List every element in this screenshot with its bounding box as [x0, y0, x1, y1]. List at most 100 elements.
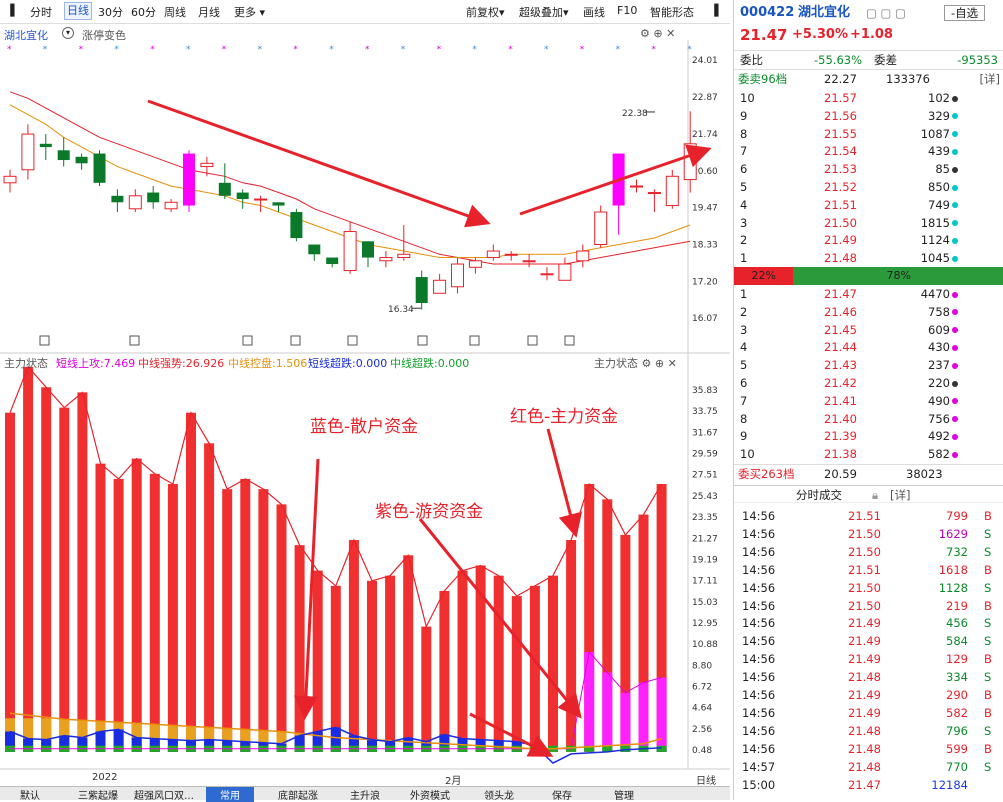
candle-body-22 — [397, 253, 411, 259]
bid-volume: 758 — [928, 304, 950, 319]
bid-level: 7 — [740, 393, 748, 408]
ask-row[interactable]: 6 21.53 85 — [734, 160, 1003, 178]
bid-price: 21.44 — [824, 340, 857, 355]
formula-tab-1[interactable]: 三紫起爆 — [78, 791, 118, 802]
period-tab-4[interactable]: 周线 — [164, 6, 186, 19]
ticks-detail-button[interactable]: [详] — [890, 488, 911, 502]
formula-tab-3[interactable]: 常用 — [206, 787, 254, 802]
bid-row[interactable]: 5 21.43 237 — [734, 356, 1003, 374]
ind-tick-4: 27.51 — [692, 471, 718, 481]
period-tab-3[interactable]: 60分 — [131, 6, 156, 19]
bid-row[interactable]: 8 21.40 756 — [734, 410, 1003, 428]
main-fund-bar-5 — [95, 463, 106, 752]
panel-toggle-icon[interactable]: ▐ — [710, 4, 719, 17]
formula-tab-2[interactable]: 超强风口双… — [134, 791, 194, 802]
signal-star-8: * — [150, 45, 155, 55]
tick-price: 21.51 — [848, 562, 881, 577]
period-tab-1[interactable]: 日线 — [64, 2, 92, 20]
formula-tab-4[interactable]: 底部起涨 — [278, 791, 318, 802]
ask-level: 3 — [740, 215, 748, 230]
ticks-list[interactable]: 14:56 21.51 799 B 14:56 21.50 1629 S 14:56 21.50 7… — [734, 507, 1003, 797]
bid-price: 21.47 — [824, 287, 857, 301]
toolbar-right-1[interactable]: 超级叠加▾ — [519, 6, 569, 19]
lock-icon[interactable]: 🔒︎ — [872, 488, 879, 502]
bid-dot-icon — [952, 416, 958, 423]
ask-price: 21.56 — [824, 108, 857, 123]
candle-body-13 — [236, 192, 249, 200]
formula-tab-0[interactable]: 默认 — [20, 791, 40, 802]
bid-price: 21.45 — [824, 322, 857, 337]
tick-time: 14:56 — [742, 526, 776, 541]
period-tab-0[interactable]: 分时 — [30, 6, 52, 19]
toolbar-right-4[interactable]: 智能形态 — [650, 6, 694, 19]
formula-tab-8[interactable]: 保存 — [552, 791, 572, 802]
formula-tab-9[interactable]: 管理 — [614, 791, 634, 802]
period-tab-6[interactable]: 更多 ▾ — [234, 6, 266, 19]
ask-row[interactable]: 10 21.57 102 — [734, 89, 1003, 107]
period-tab-5[interactable]: 月线 — [198, 6, 220, 19]
ask-dot-icon — [952, 148, 958, 155]
main-fund-bar-3 — [59, 407, 70, 752]
formula-tab-7[interactable]: 领头龙 — [484, 791, 514, 802]
bid-row[interactable]: 7 21.41 490 — [734, 392, 1003, 410]
main-fund-bar-19 — [348, 540, 359, 752]
bid-price: 21.43 — [824, 358, 857, 373]
bid-row[interactable]: 3 21.45 609 — [734, 321, 1003, 339]
ask-row[interactable]: 1 21.48 1045 — [734, 249, 1003, 267]
formula-tab-6[interactable]: 外资模式 — [410, 791, 450, 802]
signal-star-0: * — [7, 45, 12, 55]
ask-row[interactable]: 4 21.51 749 — [734, 196, 1003, 214]
ticks-title: 分时成交 — [796, 488, 842, 502]
ask-row[interactable]: 8 21.55 1087 — [734, 125, 1003, 143]
ask-row[interactable]: 7 21.54 439 — [734, 142, 1003, 160]
bid-row[interactable]: 2 21.46 758 — [734, 303, 1003, 321]
main-fund-bar-36 — [656, 484, 667, 752]
bid-row[interactable]: 9 21.39 492 — [734, 427, 1003, 445]
ask-row[interactable]: 9 21.56 329 — [734, 107, 1003, 125]
info-icon-3 — [290, 335, 301, 346]
ind-tick-9: 17.11 — [692, 577, 718, 587]
quote-icons[interactable]: ▢ ▢ ▢ — [866, 6, 906, 20]
ask-row[interactable]: 2 21.49 1124 — [734, 231, 1003, 249]
arrow-main — [546, 428, 583, 538]
candle-body-6 — [111, 195, 124, 203]
candle-body-19 — [343, 231, 357, 272]
formula-tab-5[interactable]: 主升浪 — [350, 791, 380, 802]
signal-star-32: * — [580, 45, 585, 55]
period-tab-2[interactable]: 30分 — [98, 6, 123, 19]
ask-price: 21.52 — [824, 180, 857, 194]
bid-price: 21.42 — [824, 376, 857, 390]
bid-row[interactable]: 6 21.42 220 — [734, 374, 1003, 392]
tick-side: B — [984, 741, 992, 756]
kline-chart[interactable]: 24.01 22.87 21.74 20.60 19.47 18.33 17.20 16.07… — [0, 24, 730, 786]
ask-row[interactable]: 3 21.50 1815 — [734, 214, 1003, 232]
bid-volume: 430 — [928, 340, 950, 355]
bid-row[interactable]: 4 21.44 430 — [734, 338, 1003, 356]
tick-row: 14:57 21.48 770 S — [734, 758, 1003, 776]
tick-row: 14:56 21.51 799 B — [734, 507, 1003, 525]
tick-time: 14:56 — [742, 634, 776, 649]
toolbar-right-0[interactable]: 前复权▾ — [466, 6, 505, 19]
toolbar-right-3[interactable]: F10 — [617, 4, 638, 17]
candle-body-0 — [3, 175, 17, 184]
tick-row: 14:56 21.49 456 S — [734, 614, 1003, 632]
bid-level: 8 — [740, 411, 748, 426]
ask-level: 7 — [740, 144, 748, 159]
info-icon-8 — [564, 335, 575, 346]
toolbar-right-2[interactable]: 画线 — [583, 6, 605, 19]
add-favorite-button[interactable]: -自选 — [944, 5, 986, 21]
chart-area: 24.01 22.87 21.74 20.60 19.47 18.33 17.20 16.07… — [0, 24, 730, 800]
bid-row[interactable]: 1 21.47 4470 — [734, 285, 1003, 303]
sell-detail-button[interactable]: [详] — [979, 72, 1000, 86]
ask-row[interactable]: 5 21.52 850 — [734, 178, 1003, 196]
bid-level: 1 — [740, 287, 748, 301]
bid-row[interactable]: 10 21.38 582 — [734, 445, 1003, 463]
dropdown-icon[interactable]: ▾ — [62, 27, 74, 39]
tick-row: 14:56 21.49 584 S — [734, 632, 1003, 650]
tick-row: 14:56 21.50 1128 S — [734, 579, 1003, 597]
pct-change: +5.30% — [792, 27, 848, 42]
ask-level: 10 — [740, 91, 755, 105]
tick-volume: 1128 — [938, 580, 968, 595]
layout-icon[interactable]: ▐ — [6, 4, 15, 17]
chart-tools-icons[interactable]: ⚙ ⊕ ✕ — [640, 27, 676, 40]
